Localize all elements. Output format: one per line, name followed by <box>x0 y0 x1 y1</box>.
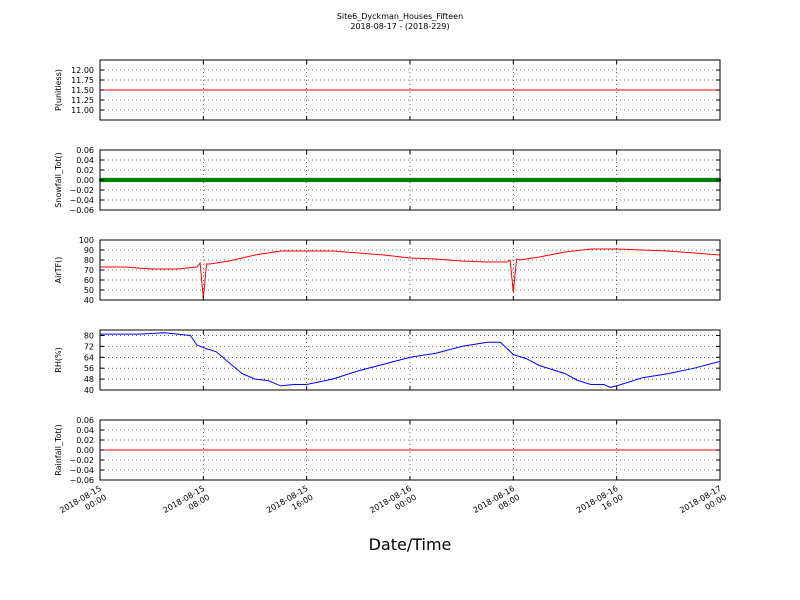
y-axis-label-pressure: P(unitless) <box>54 69 63 111</box>
y-tick-label: 0.00 <box>76 446 94 455</box>
y-tick-label: 0.06 <box>76 416 94 425</box>
x-tick-label: 2018-08-1600:00 <box>368 484 418 524</box>
y-tick-label: 60 <box>84 276 94 285</box>
y-tick-label: 56 <box>84 364 94 373</box>
y-tick-label: 0.02 <box>76 436 94 445</box>
y-axis-label-snowfall: Snowfall_Tot() <box>54 152 63 208</box>
y-tick-label: −0.06 <box>69 206 94 215</box>
x-tick-label: 2018-08-1500:00 <box>58 484 108 524</box>
y-tick-label: 0.04 <box>76 156 94 165</box>
y-tick-label: −0.04 <box>69 466 94 475</box>
y-tick-label: 80 <box>84 256 94 265</box>
x-tick-label: 2018-08-1508:00 <box>162 484 212 524</box>
y-tick-label: 11.50 <box>71 86 94 95</box>
y-tick-label: 11.75 <box>71 76 94 85</box>
y-tick-label: 11.00 <box>71 106 94 115</box>
chart-subtitle: 2018-08-17 - (2018-229) <box>350 22 449 31</box>
y-tick-label: 40 <box>84 386 94 395</box>
panel-rainfall: −0.06−0.04−0.020.000.020.040.06 Rainfall_… <box>54 416 721 485</box>
y-tick-label: 0.06 <box>76 146 94 155</box>
y-tick-label: −0.02 <box>69 186 94 195</box>
y-tick-label: −0.02 <box>69 456 94 465</box>
panel-relative-humidity: 40 48 56 64 72 80 RH(%) <box>54 329 721 395</box>
x-tick-label: 2018-08-1616:00 <box>575 484 625 524</box>
series-line <box>100 332 721 388</box>
y-tick-label: 80 <box>84 331 94 340</box>
y-tick-label: 70 <box>84 266 94 275</box>
y-tick-label: 72 <box>84 342 94 351</box>
y-tick-label: −0.06 <box>69 476 94 485</box>
y-tick-label: −0.04 <box>69 196 94 205</box>
series-line <box>100 248 721 299</box>
y-tick-label: 12.00 <box>71 66 94 75</box>
x-axis-label: Date/Time <box>369 535 452 554</box>
y-tick-label: 0.00 <box>76 176 94 185</box>
y-axis-label-air-temperature: AirTF() <box>54 257 63 284</box>
y-tick-label: 64 <box>84 353 94 362</box>
y-tick-label: 90 <box>84 246 94 255</box>
y-tick-label: 48 <box>84 375 94 384</box>
x-tick-label: 2018-08-1608:00 <box>472 484 522 524</box>
y-axis-label-relative-humidity: RH(%) <box>54 347 63 372</box>
x-tick-label: 2018-08-1516:00 <box>265 484 315 524</box>
y-tick-label: 0.02 <box>76 166 94 175</box>
y-tick-label: 40 <box>84 296 94 305</box>
y-tick-label: 100 <box>79 236 94 245</box>
y-tick-label: 50 <box>84 286 94 295</box>
x-axis-ticks: 2018-08-1500:00 2018-08-1508:00 2018-08-15… <box>58 484 728 524</box>
chart-title: Site6_Dyckman_Houses_Fifteen <box>337 12 463 21</box>
y-tick-label: 0.04 <box>76 426 94 435</box>
y-tick-label: 11.25 <box>71 96 94 105</box>
panel-snowfall: −0.06−0.04−0.020.000.020.040.06 Snowfall_… <box>54 146 722 215</box>
y-axis-label-rainfall: Rainfall_Tot() <box>54 424 63 476</box>
x-tick-label: 2018-08-1700:00 <box>678 484 728 524</box>
